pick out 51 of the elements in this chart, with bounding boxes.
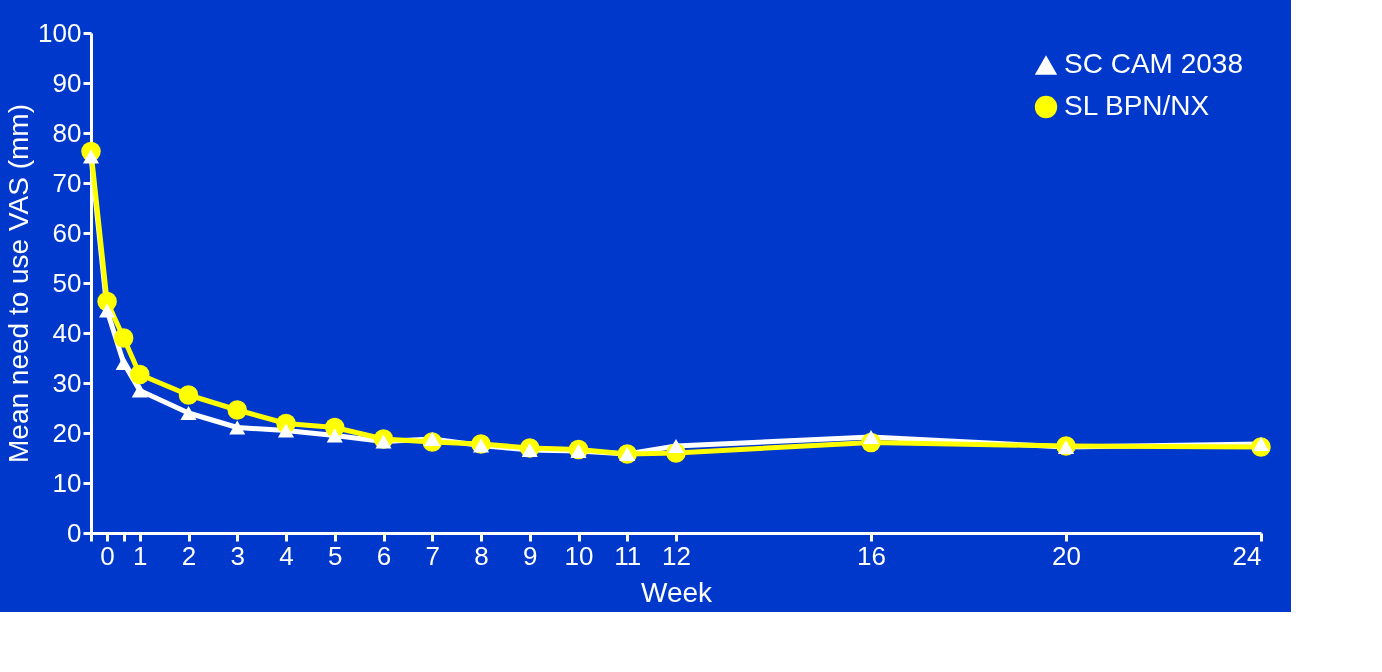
point: [131, 383, 148, 398]
y-tick-label: 0: [67, 517, 82, 548]
x-axis-title: Week: [640, 576, 714, 608]
x-tick-label: 11: [614, 540, 642, 571]
point: [229, 420, 246, 435]
point: [99, 303, 116, 318]
y-tick-label: 50: [52, 267, 82, 298]
y-tick-label: 30: [52, 367, 82, 398]
point: [424, 432, 441, 446]
point: [1252, 437, 1270, 451]
x-tick-label: 1: [133, 540, 148, 571]
x-tick-label: 12: [662, 540, 691, 571]
y-axis-title: Mean need to use VAS (mm): [3, 104, 35, 463]
x-tick-label: 8: [474, 540, 489, 571]
point: [178, 385, 199, 405]
legend-label: SC CAM 2038: [1064, 48, 1243, 79]
point: [180, 406, 197, 420]
y-tick-label: 90: [52, 67, 82, 98]
x-tick-label: 6: [376, 540, 392, 571]
y-tick-label: 60: [52, 217, 82, 248]
point: [82, 149, 100, 164]
point: [570, 444, 587, 458]
x-tick-label: 20: [1052, 540, 1081, 571]
x-tick-label: 2: [181, 540, 197, 571]
y-tick-label: 40: [52, 317, 82, 348]
point: [113, 328, 134, 348]
point: [97, 291, 117, 312]
y-tick-label: 10: [52, 467, 82, 498]
x-tick-label: 9: [523, 540, 538, 571]
x-tick-label: 5: [328, 540, 343, 571]
y-tick-label: 70: [52, 167, 82, 198]
x-tick-label: 10: [564, 540, 594, 571]
point: [227, 400, 247, 420]
point: [130, 364, 150, 385]
y-tick-label: 100: [38, 17, 82, 48]
x-tick-label: 24: [1232, 540, 1262, 571]
y-tick-label: 80: [52, 117, 82, 148]
x-tick-label: 4: [279, 540, 294, 571]
point: [375, 434, 392, 449]
x-tick-label: 7: [425, 540, 440, 571]
point: [521, 443, 538, 457]
x-tick-label: 3: [230, 540, 245, 571]
point: [277, 423, 295, 438]
x-tick-label: 16: [857, 540, 886, 571]
point: [667, 439, 685, 453]
point: [326, 428, 343, 443]
y-tick-label: 20: [52, 417, 82, 448]
point: [862, 430, 880, 444]
x-tick-label: 0: [100, 540, 115, 571]
point: [115, 356, 132, 370]
legend-label: SL BPN/NX: [1064, 90, 1210, 121]
